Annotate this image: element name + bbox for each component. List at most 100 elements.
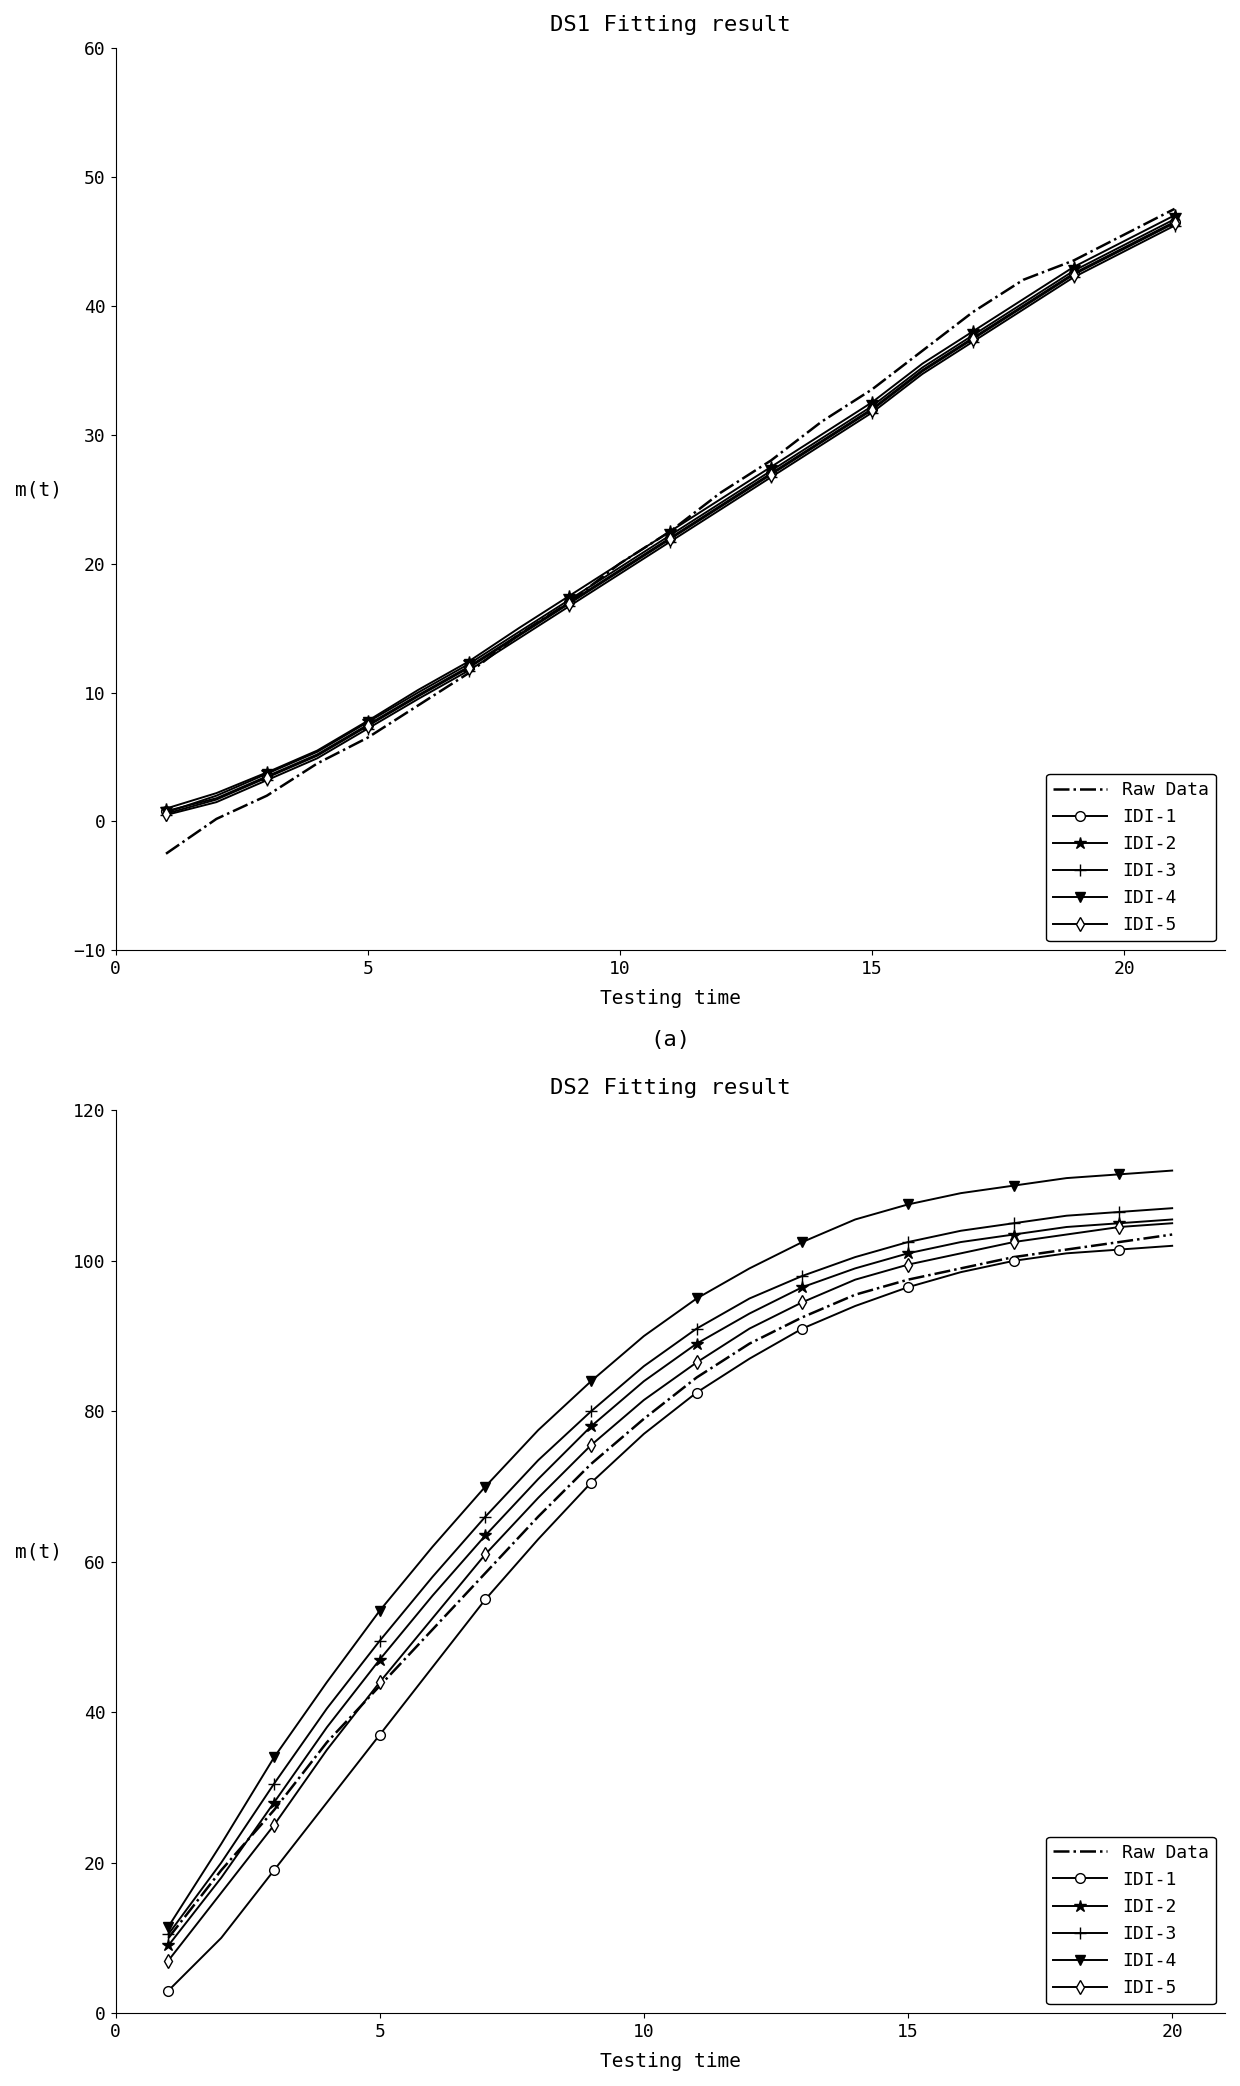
IDI-1 <box>966 325 981 350</box>
IDI-4 <box>461 651 476 676</box>
IDI-2 <box>1112 1210 1127 1235</box>
IDI-5 <box>461 655 476 680</box>
IDI-4 <box>815 426 830 451</box>
IDI-2 <box>372 1648 387 1673</box>
IDI-5 <box>1059 1222 1074 1247</box>
IDI-2 <box>848 1256 863 1281</box>
IDI-1 <box>161 1978 176 2003</box>
IDI-2 <box>562 584 577 609</box>
Raw Data <box>461 661 476 686</box>
IDI-1 <box>1066 261 1081 286</box>
IDI-4 <box>161 1915 176 1940</box>
IDI-2 <box>584 1414 599 1439</box>
IDI-3 <box>764 465 779 490</box>
Raw Data <box>425 1617 440 1642</box>
IDI-4 <box>954 1181 968 1206</box>
Raw Data <box>742 1331 756 1356</box>
Text: (a): (a) <box>650 1030 691 1049</box>
IDI-5 <box>954 1241 968 1266</box>
Raw Data <box>1059 1237 1074 1262</box>
Raw Data <box>320 1729 335 1754</box>
IDI-2 <box>764 455 779 480</box>
Legend: Raw Data, IDI-1, IDI-2, IDI-3, IDI-4, IDI-5: Raw Data, IDI-1, IDI-2, IDI-3, IDI-4, ID… <box>1045 1836 1216 2005</box>
IDI-1 <box>531 1527 546 1552</box>
IDI-5 <box>159 801 174 826</box>
IDI-3 <box>310 747 325 772</box>
IDI-4 <box>310 738 325 763</box>
IDI-5 <box>764 461 779 486</box>
IDI-5 <box>531 1485 546 1510</box>
Line: IDI-1: IDI-1 <box>164 1241 1177 1996</box>
IDI-5 <box>259 766 274 791</box>
IDI-4 <box>613 555 627 580</box>
Line: IDI-5: IDI-5 <box>164 1218 1177 1965</box>
IDI-4 <box>1016 290 1030 315</box>
Line: Raw Data: Raw Data <box>166 209 1174 853</box>
IDI-2 <box>210 780 224 805</box>
IDI-5 <box>663 526 678 551</box>
IDI-3 <box>477 1504 492 1529</box>
Raw Data <box>966 300 981 325</box>
IDI-3 <box>1006 1210 1021 1235</box>
IDI-3 <box>689 1316 704 1341</box>
IDI-5 <box>477 1542 492 1567</box>
IDI-2 <box>213 1865 228 1890</box>
IDI-2 <box>713 486 728 511</box>
IDI-4 <box>259 761 274 786</box>
IDI-1 <box>742 1345 756 1371</box>
IDI-1 <box>613 557 627 582</box>
Title: DS1 Fitting result: DS1 Fitting result <box>549 15 791 35</box>
Raw Data <box>161 1925 176 1950</box>
IDI-3 <box>210 791 224 816</box>
IDI-2 <box>815 421 830 446</box>
IDI-2 <box>320 1715 335 1740</box>
IDI-5 <box>210 786 224 811</box>
Raw Data <box>954 1256 968 1281</box>
IDI-1 <box>915 357 930 382</box>
IDI-2 <box>1006 1222 1021 1247</box>
IDI-5 <box>900 1252 915 1277</box>
IDI-5 <box>742 1316 756 1341</box>
IDI-1 <box>584 1471 599 1496</box>
IDI-5 <box>689 1350 704 1375</box>
IDI-2 <box>310 738 325 763</box>
IDI-5 <box>320 1738 335 1763</box>
Raw Data <box>900 1266 915 1291</box>
IDI-3 <box>1167 213 1182 238</box>
IDI-2 <box>613 551 627 576</box>
IDI-3 <box>584 1400 599 1425</box>
IDI-5 <box>310 743 325 768</box>
Raw Data <box>764 448 779 474</box>
IDI-3 <box>461 657 476 682</box>
Raw Data <box>259 782 274 807</box>
IDI-3 <box>267 1771 281 1796</box>
IDI-1 <box>848 1293 863 1318</box>
IDI-2 <box>161 1934 176 1959</box>
IDI-3 <box>1117 240 1132 265</box>
IDI-4 <box>742 1256 756 1281</box>
IDI-3 <box>848 1245 863 1270</box>
IDI-4 <box>584 1368 599 1393</box>
IDI-2 <box>425 1583 440 1608</box>
Raw Data <box>512 622 527 647</box>
IDI-3 <box>1112 1199 1127 1224</box>
IDI-2 <box>410 678 425 703</box>
Raw Data <box>310 751 325 776</box>
IDI-4 <box>372 1598 387 1623</box>
IDI-4 <box>512 620 527 645</box>
IDI-3 <box>663 530 678 555</box>
IDI-5 <box>966 328 981 353</box>
IDI-4 <box>1117 232 1132 257</box>
IDI-5 <box>1117 236 1132 261</box>
Raw Data <box>815 409 830 434</box>
Y-axis label: m(t): m(t) <box>15 1544 62 1562</box>
Raw Data <box>1112 1229 1127 1254</box>
IDI-4 <box>663 524 678 549</box>
IDI-5 <box>864 398 879 423</box>
IDI-1 <box>461 655 476 680</box>
Legend: Raw Data, IDI-1, IDI-2, IDI-3, IDI-4, IDI-5: Raw Data, IDI-1, IDI-2, IDI-3, IDI-4, ID… <box>1045 774 1216 941</box>
IDI-4 <box>210 782 224 807</box>
IDI-1 <box>213 1925 228 1950</box>
IDI-1 <box>512 622 527 647</box>
IDI-2 <box>1167 202 1182 227</box>
